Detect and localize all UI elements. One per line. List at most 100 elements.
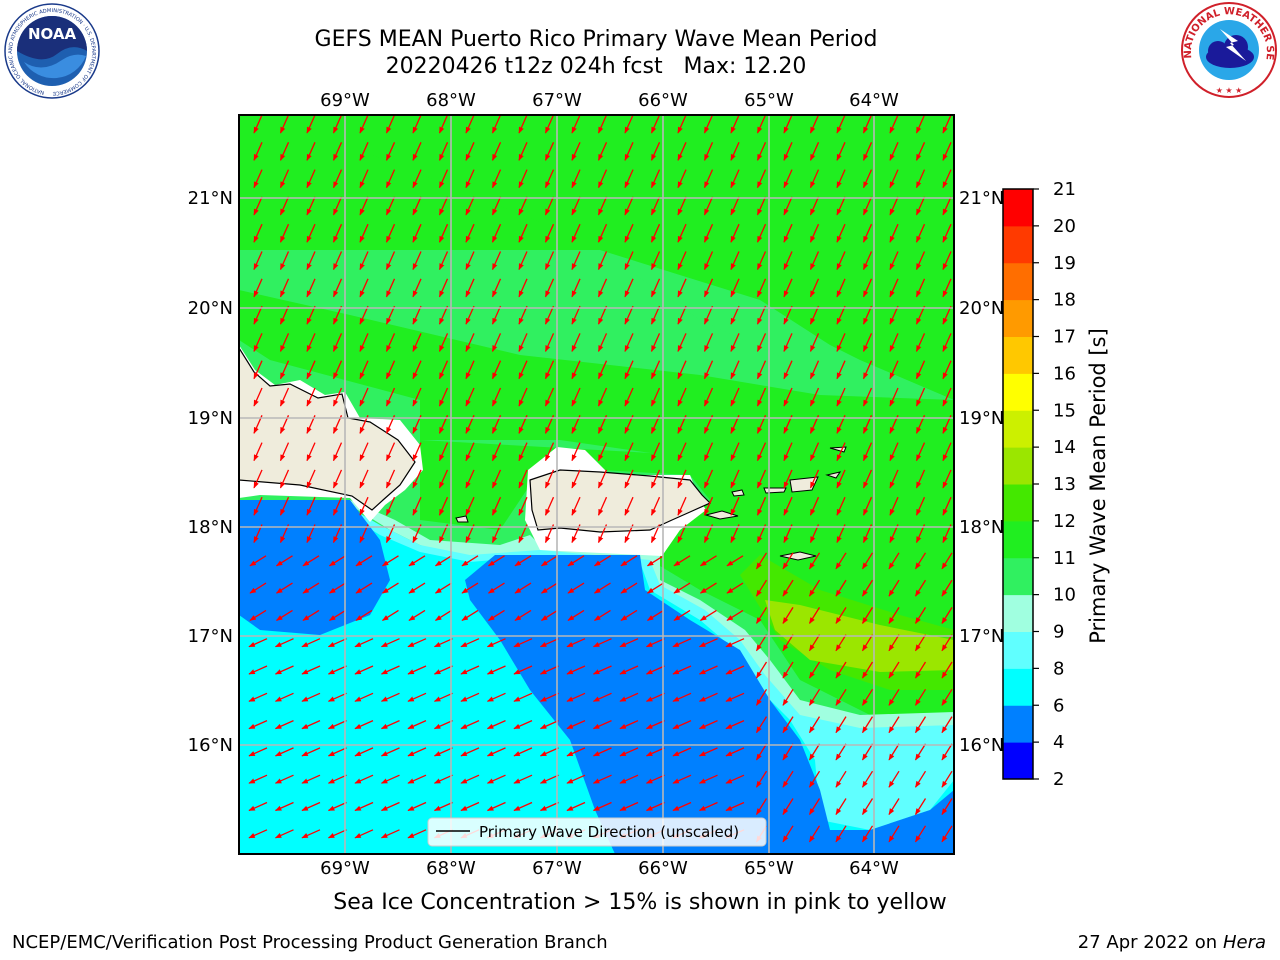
- wave-direction-arrow: [914, 716, 927, 734]
- wave-direction-arrow: [726, 555, 744, 567]
- wave-direction-arrow: [380, 720, 400, 730]
- wave-direction-arrow: [755, 607, 768, 624]
- colorbar-swatch: [1003, 262, 1033, 301]
- wave-direction-arrow: [433, 774, 453, 784]
- wave-direction-arrow: [941, 770, 953, 788]
- wave-direction-arrow: [861, 607, 874, 624]
- wave-direction-arrow: [279, 223, 290, 243]
- wave-direction-arrow: [381, 582, 399, 594]
- wave-direction-arrow: [646, 555, 664, 567]
- wave-direction-arrow: [592, 801, 612, 812]
- wave-direction-arrow: [408, 555, 426, 567]
- wave-direction-arrow: [566, 692, 586, 702]
- wave-direction-arrow: [518, 142, 528, 161]
- wave-direction-arrow: [835, 770, 847, 788]
- wave-direction-arrow: [274, 801, 294, 812]
- wave-direction-arrow: [809, 251, 820, 271]
- wave-direction-arrow: [544, 469, 555, 489]
- wave-direction-arrow: [782, 688, 794, 706]
- wave-direction-arrow: [514, 609, 532, 621]
- wave-direction-arrow: [301, 638, 321, 648]
- colorbar-tick-label: 18: [1053, 290, 1076, 311]
- wave-direction-arrow: [756, 278, 767, 298]
- wave-direction-arrow: [756, 115, 767, 134]
- wave-direction-arrow: [486, 747, 506, 757]
- wave-direction-arrow: [465, 169, 475, 189]
- wave-direction-arrow: [809, 196, 820, 216]
- wave-direction-arrow: [539, 801, 559, 812]
- wave-direction-arrow: [888, 688, 900, 706]
- wave-direction-arrow: [486, 665, 506, 675]
- wave-direction-arrow: [756, 251, 767, 271]
- wave-direction-arrow: [836, 333, 846, 352]
- wave-direction-arrow: [645, 692, 665, 702]
- colorbar-tick-label: 9: [1053, 622, 1064, 643]
- wave-direction-arrow: [491, 278, 502, 298]
- wave-direction-arrow: [407, 829, 427, 839]
- wave-direction-arrow: [332, 142, 343, 161]
- wave-direction-arrow: [385, 196, 396, 216]
- wave-direction-arrow: [544, 387, 555, 407]
- wave-direction-arrow: [332, 387, 343, 407]
- wave-direction-arrow: [650, 469, 661, 489]
- wave-direction-arrow: [889, 196, 899, 216]
- wave-direction-arrow: [915, 442, 926, 462]
- lon-label-top-65w: 65°W: [744, 90, 794, 111]
- wave-direction-arrow: [253, 305, 263, 325]
- wave-direction-arrow: [725, 692, 745, 702]
- wave-direction-arrow: [836, 442, 846, 462]
- wave-direction-arrow: [433, 665, 453, 675]
- wave-direction-arrow: [914, 552, 927, 570]
- wave-direction-arrow: [677, 169, 687, 189]
- wave-direction-arrow: [809, 469, 820, 489]
- wave-direction-arrow: [914, 607, 927, 624]
- wave-direction-arrow: [327, 829, 347, 839]
- wave-direction-arrow: [385, 360, 396, 380]
- wave-direction-arrow: [359, 142, 369, 161]
- lat-label-right-19n: 19°N: [959, 408, 1004, 429]
- wave-direction-arrow: [539, 665, 559, 675]
- wave-direction-arrow: [593, 582, 611, 594]
- wave-direction-arrow: [942, 278, 952, 298]
- wave-direction-arrow: [518, 169, 528, 189]
- lon-label-top-66w: 66°W: [638, 90, 688, 111]
- wave-direction-arrow: [592, 665, 612, 675]
- wave-direction-arrow: [412, 169, 422, 189]
- wave-direction-arrow: [730, 387, 740, 407]
- wave-direction-arrow: [354, 801, 374, 812]
- wave-direction-arrow: [941, 579, 953, 597]
- wave-direction-arrow: [514, 582, 532, 594]
- wave-direction-arrow: [332, 223, 343, 243]
- wave-direction-arrow: [385, 442, 396, 462]
- wave-direction-arrow: [434, 609, 452, 621]
- wave-direction-arrow: [567, 555, 585, 567]
- wave-direction-arrow: [836, 223, 846, 243]
- wave-direction-arrow: [332, 360, 343, 380]
- colorbar-tick-label: 11: [1053, 548, 1076, 569]
- wave-direction-arrow: [914, 579, 927, 597]
- wave-direction-arrow: [597, 442, 608, 462]
- land-hispaniola: [239, 346, 416, 511]
- wave-direction-arrow: [544, 115, 555, 134]
- wave-direction-arrow: [597, 196, 608, 216]
- period-9-10-band: [239, 500, 954, 740]
- wave-direction-arrow: [327, 747, 347, 757]
- wave-direction-arrow: [306, 142, 316, 161]
- wave-direction-arrow: [274, 638, 294, 648]
- wave-direction-arrow: [460, 665, 480, 675]
- wave-direction-arrow: [518, 223, 528, 243]
- wave-direction-arrow: [438, 333, 449, 352]
- wave-direction-arrow: [889, 169, 899, 189]
- wave-direction-arrow: [275, 555, 293, 567]
- wave-direction-arrow: [835, 661, 847, 679]
- wave-direction-arrow: [889, 142, 899, 161]
- wave-direction-arrow: [672, 801, 692, 812]
- wave-direction-arrow: [412, 142, 422, 161]
- wave-direction-arrow: [412, 360, 422, 380]
- wave-direction-arrow: [279, 251, 290, 271]
- wave-direction-arrow: [433, 692, 453, 702]
- wave-direction-arrow: [672, 638, 692, 648]
- wave-direction-arrow: [808, 770, 821, 788]
- wave-direction-arrow: [809, 442, 820, 462]
- wave-direction-arrow: [914, 825, 927, 843]
